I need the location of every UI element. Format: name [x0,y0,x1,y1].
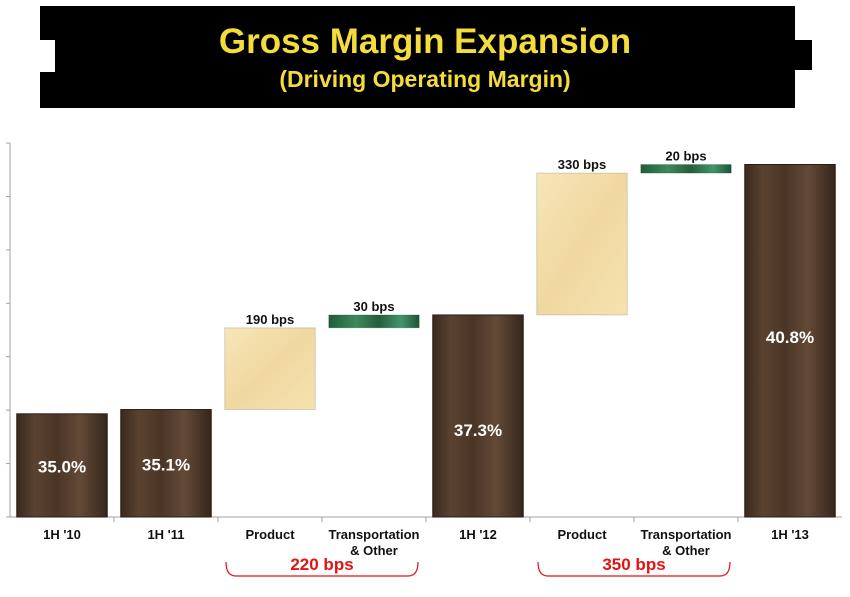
total-bar [744,163,836,518]
x-tick-label: 1H '11 [147,527,184,542]
banner-background [40,6,812,108]
x-tick-label: Transportation & Other [640,527,731,558]
chart-title: Gross Margin Expansion [218,22,632,61]
group-bracket [225,561,419,577]
total-bar [120,409,212,518]
x-tick-label: 1H '12 [459,527,497,542]
data-label: 35.0% [38,457,86,476]
data-label: 330 bps [558,157,606,172]
data-label: 35.1% [142,455,190,474]
data-label: 37.3% [454,421,502,440]
x-tick-label: 1H '13 [771,527,809,542]
product-increment-bar [536,172,628,316]
total-bar [16,413,108,518]
data-label: 20 bps [665,148,706,163]
title-banner [40,6,812,108]
x-tick-label: Product [557,527,607,542]
data-label: 30 bps [353,299,394,314]
annotation-label-background [286,555,358,574]
x-tick-label: 1H '10 [43,527,81,542]
total-bar [432,314,524,518]
annotation-label-background [598,555,670,574]
chart-subtitle: (Driving Operating Margin) [279,66,571,92]
data-label: 190 bps [246,312,294,327]
transportation-increment-bar [328,314,420,329]
transportation-increment-bar [640,163,732,174]
group-annotation-label: 350 bps [602,555,665,574]
product-increment-bar [224,327,316,411]
group-annotation-label: 220 bps [290,555,353,574]
group-bracket [537,561,731,577]
x-tick-label: Product [245,527,295,542]
data-label: 40.8% [766,328,814,347]
x-tick-label: Transportation & Other [328,527,419,558]
